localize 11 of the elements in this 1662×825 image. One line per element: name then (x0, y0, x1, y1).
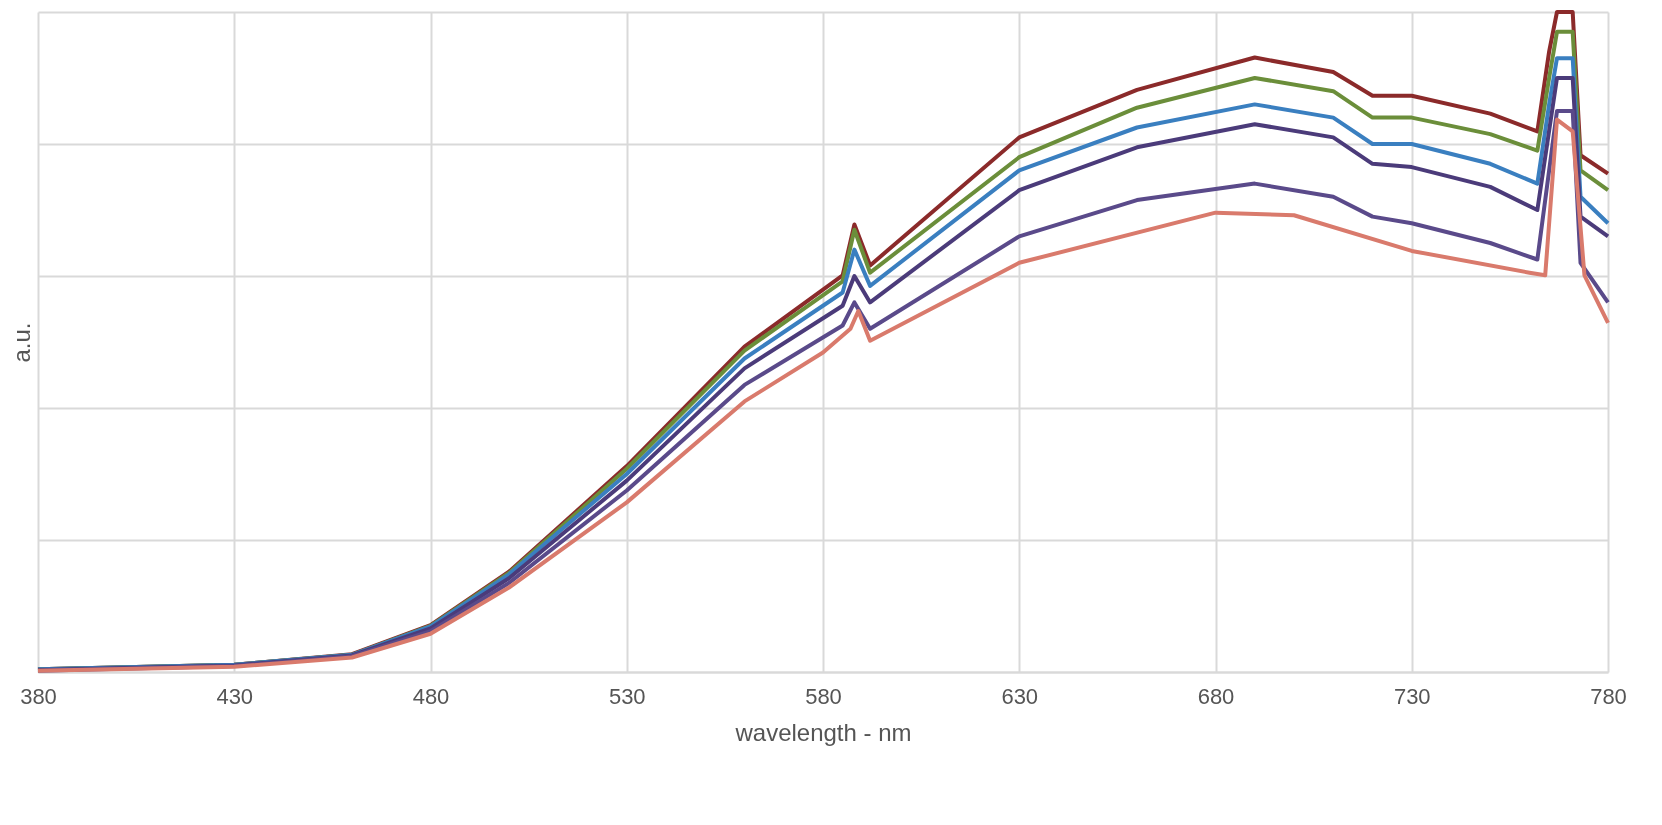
x-axis-title: wavelength - nm (734, 718, 912, 746)
x-tick-label: 380 (20, 683, 57, 709)
x-tick-label: 630 (1001, 683, 1039, 709)
x-tick-label: 580 (805, 683, 842, 709)
x-tick-label: 530 (608, 683, 646, 709)
y-axis-title: a.u. (7, 322, 35, 363)
x-tick-label: 680 (1197, 683, 1235, 709)
x-tick-label: 480 (412, 683, 450, 709)
x-tick-label: 730 (1393, 683, 1431, 709)
x-tick-label: 430 (216, 683, 254, 709)
x-tick-label: 780 (1590, 683, 1627, 709)
